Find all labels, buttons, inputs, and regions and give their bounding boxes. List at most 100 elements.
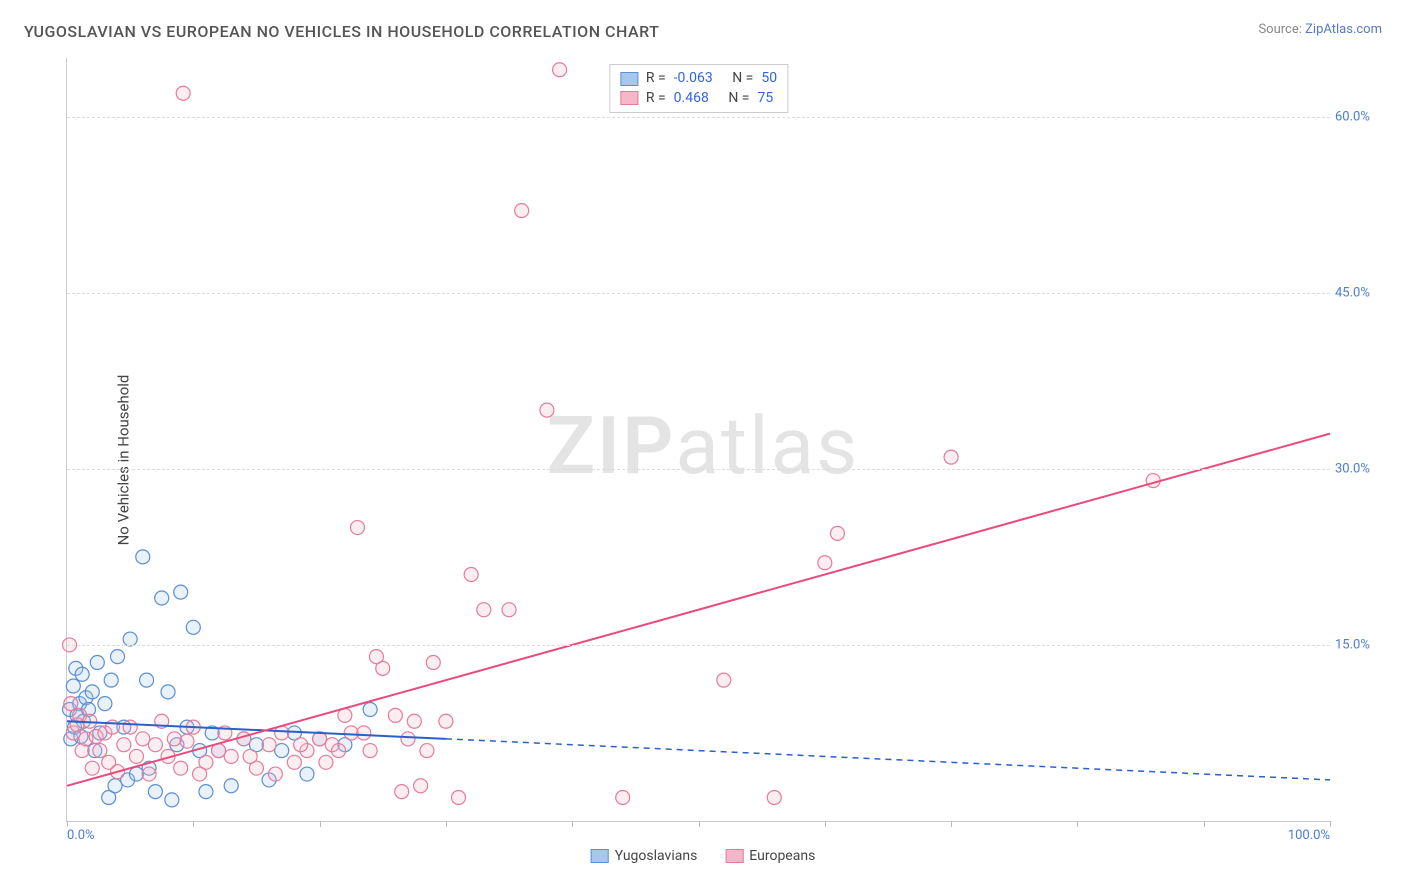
r-label: R = [646,69,666,89]
point-yugoslavians [186,620,200,634]
point-europeans [502,603,516,617]
point-europeans [388,708,402,722]
x-tick [1330,821,1331,827]
point-europeans [262,738,276,752]
point-europeans [717,673,731,687]
point-europeans [176,86,190,100]
point-yugoslavians [129,767,143,781]
x-tick [446,821,447,827]
y-tick-label: 15.0% [1335,637,1385,652]
point-yugoslavians [174,585,188,599]
x-axis-min-label: 0.0% [67,828,95,843]
point-europeans [136,732,150,746]
source-attribution: Source: ZipAtlas.com [1258,22,1382,37]
n-label: N = [728,89,749,109]
gridline [67,469,1330,470]
x-axis-max-label: 100.0% [1288,828,1330,843]
point-europeans [357,726,371,740]
point-yugoslavians [75,667,89,681]
point-europeans [464,567,478,581]
chart-svg [67,58,1330,821]
point-yugoslavians [363,702,377,716]
point-yugoslavians [104,673,118,687]
point-europeans [767,791,781,805]
x-tick [1077,821,1078,827]
legend-swatch-europeans [725,849,743,863]
legend-label-europeans: Europeans [749,848,815,864]
x-tick [951,821,952,827]
x-tick [193,821,194,827]
point-europeans [117,738,131,752]
x-tick [572,821,573,827]
source-link[interactable]: ZipAtlas.com [1305,22,1382,37]
swatch-yugoslavians [620,72,638,86]
legend-swatch-yugoslavians [591,849,609,863]
point-europeans [123,720,137,734]
point-europeans [426,656,440,670]
point-europeans [64,697,78,711]
y-tick-label: 30.0% [1335,461,1385,476]
point-yugoslavians [85,685,99,699]
point-europeans [439,714,453,728]
point-yugoslavians [155,591,169,605]
point-europeans [294,738,308,752]
r-label: R = [646,89,666,109]
point-europeans [332,744,346,758]
point-europeans [407,714,421,728]
point-yugoslavians [161,685,175,699]
point-yugoslavians [140,673,154,687]
plot-area: R = -0.063 N = 50 R = 0.468 N = 75 0.0% … [66,58,1330,822]
point-europeans [224,749,238,763]
point-europeans [344,726,358,740]
point-europeans [180,734,194,748]
n-value-yugoslavians: 50 [761,69,777,89]
point-yugoslavians [136,550,150,564]
trend-europeans [67,434,1330,786]
point-yugoslavians [111,650,125,664]
point-yugoslavians [108,779,122,793]
x-tick [699,821,700,827]
point-yugoslavians [90,656,104,670]
trend-yugoslavians-ext [446,739,1330,780]
point-europeans [363,744,377,758]
source-label: Source: [1258,22,1301,37]
point-europeans [818,556,832,570]
point-yugoslavians [199,785,213,799]
point-europeans [129,749,143,763]
y-tick-label: 45.0% [1335,285,1385,300]
chart-title: YUGOSLAVIAN VS EUROPEAN NO VEHICLES IN H… [24,22,659,41]
point-europeans [401,732,415,746]
y-tick-label: 60.0% [1335,109,1385,124]
point-europeans [268,767,282,781]
point-europeans [174,761,188,775]
x-tick [825,821,826,827]
r-value-yugoslavians: -0.063 [674,69,713,89]
point-europeans [167,732,181,746]
gridline [67,645,1330,646]
x-tick [67,821,68,827]
point-europeans [85,761,99,775]
point-europeans [148,738,162,752]
point-europeans [414,779,428,793]
n-label: N = [732,69,753,89]
r-value-europeans: 0.468 [674,89,709,109]
legend-label-yugoslavians: Yugoslavians [615,848,698,864]
point-europeans [369,650,383,664]
point-europeans [944,450,958,464]
point-europeans [477,603,491,617]
stat-row-yugoslavians: R = -0.063 N = 50 [620,69,777,89]
gridline [67,117,1330,118]
point-europeans [420,744,434,758]
point-yugoslavians [66,679,80,693]
point-europeans [243,749,257,763]
point-yugoslavians [300,767,314,781]
point-europeans [350,521,364,535]
stat-legend: R = -0.063 N = 50 R = 0.468 N = 75 [609,64,788,113]
gridline [67,293,1330,294]
point-yugoslavians [165,793,179,807]
point-yugoslavians [148,785,162,799]
x-tick [1204,821,1205,827]
point-europeans [540,403,554,417]
n-value-europeans: 75 [757,89,773,109]
point-europeans [287,755,301,769]
